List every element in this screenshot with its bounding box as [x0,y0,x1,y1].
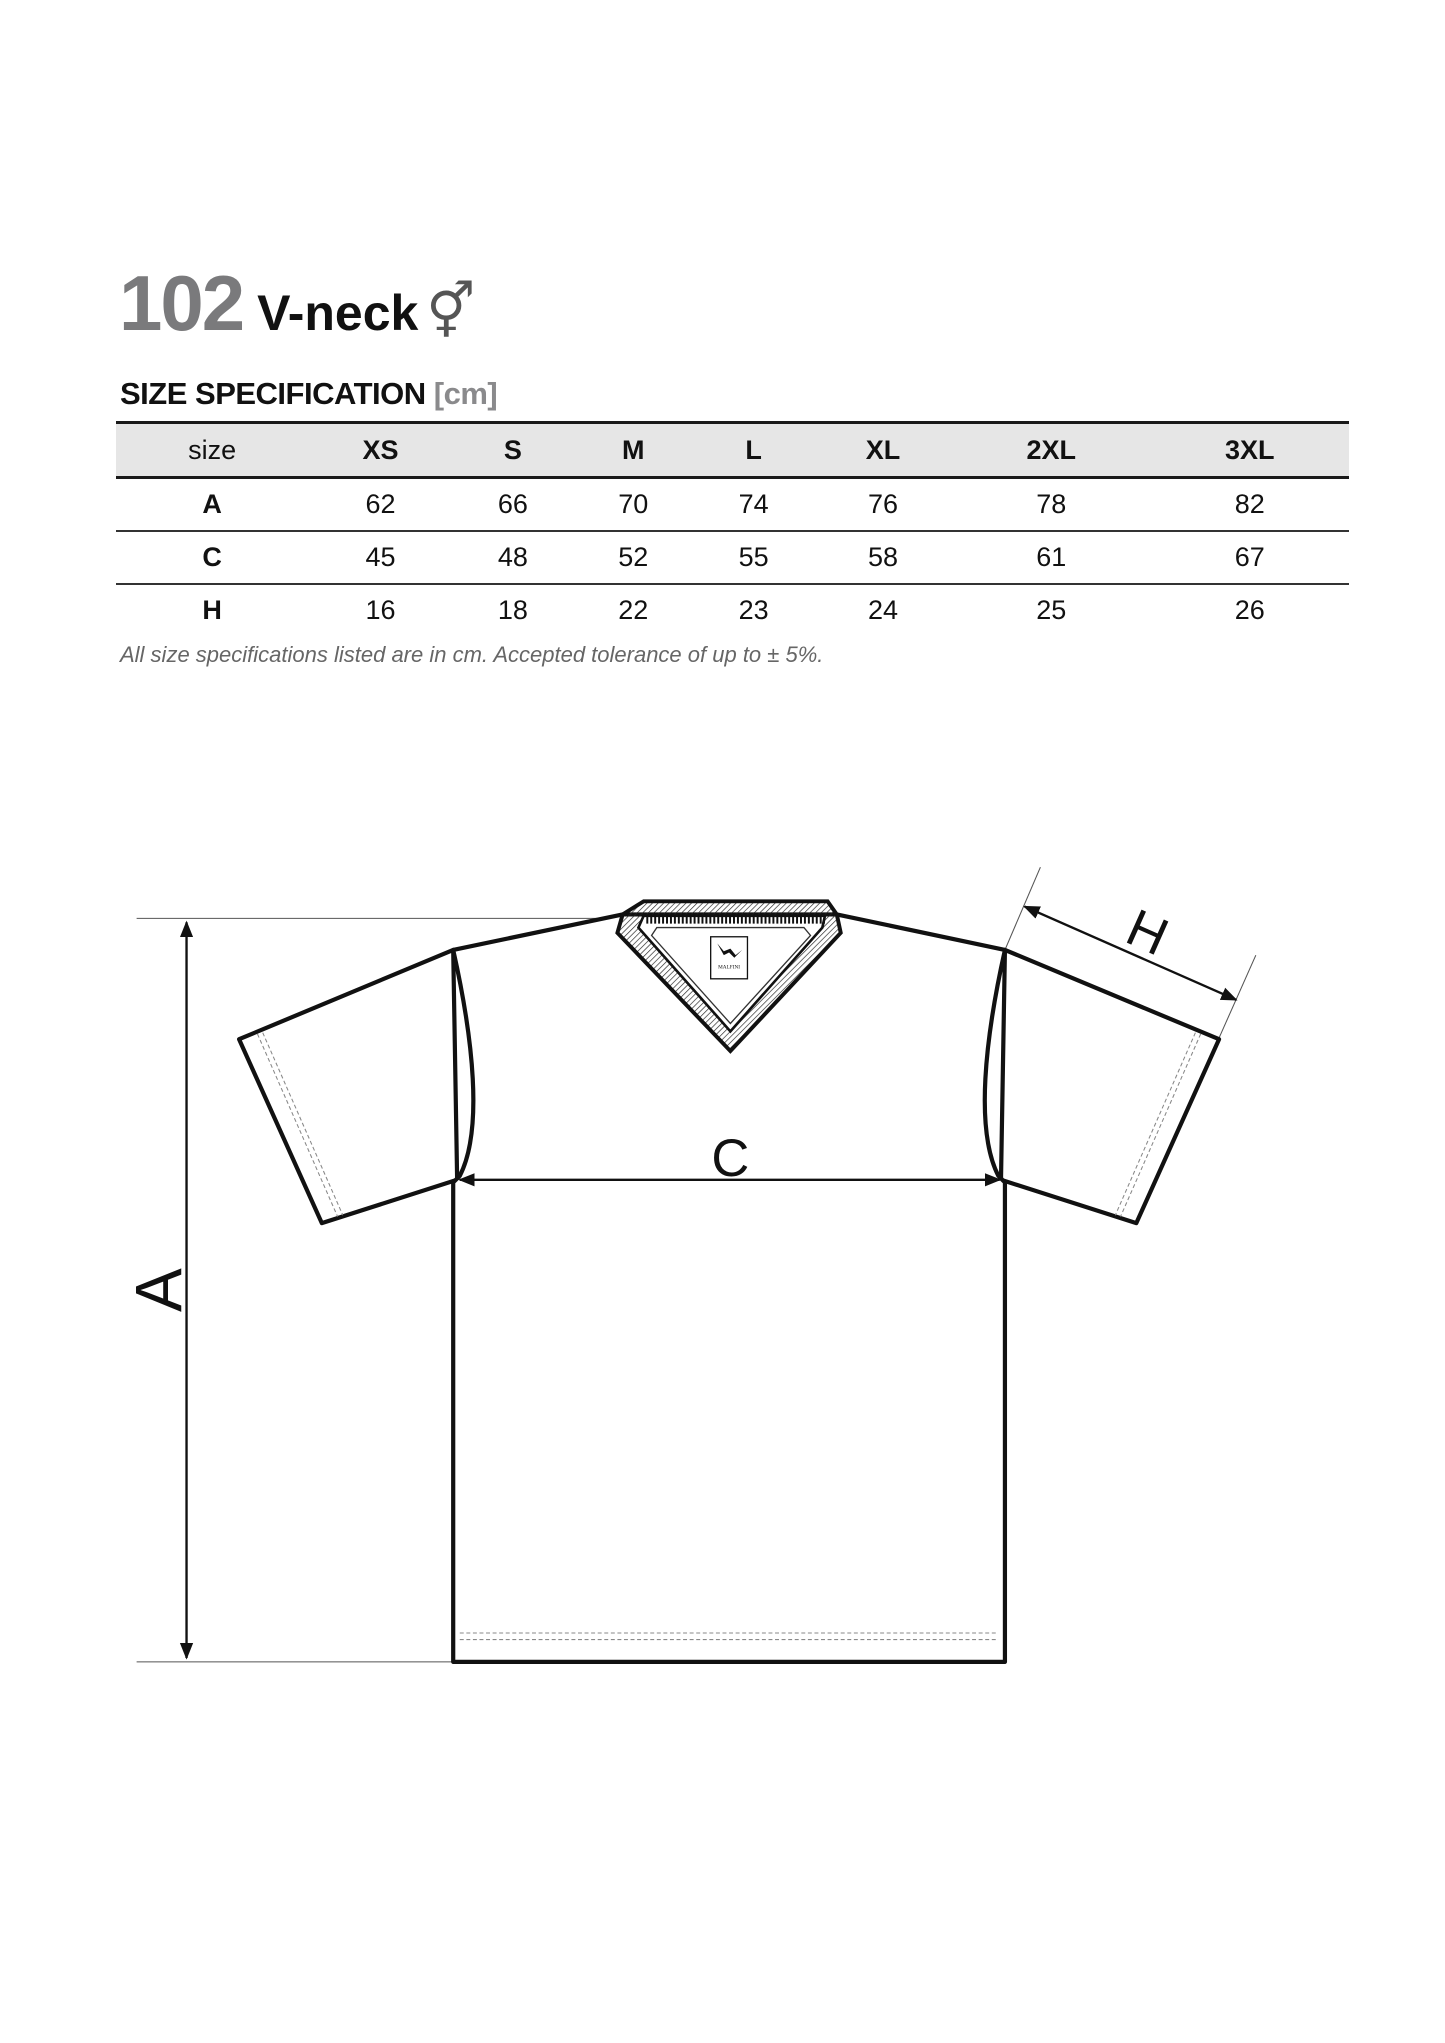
dimension-c-label: C [711,1129,749,1188]
cell: 78 [1036,488,1067,519]
v-neck-collar: MALFINI [615,899,843,1054]
header-m: M [622,434,645,465]
brand-tag [710,936,749,980]
unit-label: [cm] [433,376,498,411]
tag-logo-text: MALFINI [718,964,740,970]
cell: 23 [738,595,769,625]
unisex-icon: ⚥ [426,282,476,342]
cell: 70 [618,488,649,519]
header-2xl: 2XL [1026,434,1077,465]
cell: 58 [867,541,898,572]
shirt-body [451,912,1008,1664]
row-label: C [202,541,222,572]
product-number: 102 [119,259,245,347]
cell: 52 [618,541,649,572]
cell: 66 [497,488,528,519]
header-xl: XL [865,434,901,465]
table-row-a: A 62 66 70 74 76 78 82 [116,478,1349,531]
header-xs: XS [362,434,399,465]
cell: 48 [497,541,528,572]
row-label: A [202,488,222,519]
cell: 62 [365,488,396,519]
dimension-h-arrow [1023,905,1238,1001]
header-size: size [188,434,237,465]
cell: 18 [497,595,528,625]
cell: 74 [738,488,769,519]
product-title: 102 V-neck ⚥ [119,258,475,349]
cell: 25 [1036,595,1067,625]
cell: 16 [365,595,396,625]
left-sleeve [236,947,460,1226]
cell: 67 [1234,541,1265,572]
cell: 82 [1234,488,1265,519]
shirt-outline [236,912,1222,1664]
header-3xl: 3XL [1224,434,1275,465]
cell: 22 [618,595,649,625]
section-heading-text: SIZE SPECIFICATION [120,376,426,411]
stitching [256,1032,1202,1641]
table-row-c: C 45 48 52 55 58 61 67 [116,531,1349,584]
dimension-a-label: A [122,1268,195,1312]
product-name: V-neck [257,285,419,341]
cell: 76 [867,488,898,519]
cell: 61 [1036,541,1067,572]
size-table: size XS S M L XL 2XL 3XL A 62 66 70 74 7… [116,421,1349,637]
dimension-h-label: H [1118,898,1177,967]
cell: 26 [1234,595,1265,625]
dimension-arrows [179,905,1238,1660]
bird-logo-icon [717,943,743,958]
table-header-row: size XS S M L XL 2XL 3XL [116,422,1349,478]
cell: 55 [738,541,769,572]
cell: 24 [867,595,898,625]
extension-lines [136,866,1257,1663]
header-l: L [745,434,762,465]
table-row-h: H 16 18 22 23 24 25 26 [116,584,1349,637]
section-heading: SIZE SPECIFICATION [cm] [120,376,498,412]
cell: 45 [365,541,396,572]
tolerance-note: All size specifications listed are in cm… [120,642,824,667]
right-sleeve [998,947,1222,1226]
header-s: S [503,434,522,465]
row-label: H [202,595,222,625]
